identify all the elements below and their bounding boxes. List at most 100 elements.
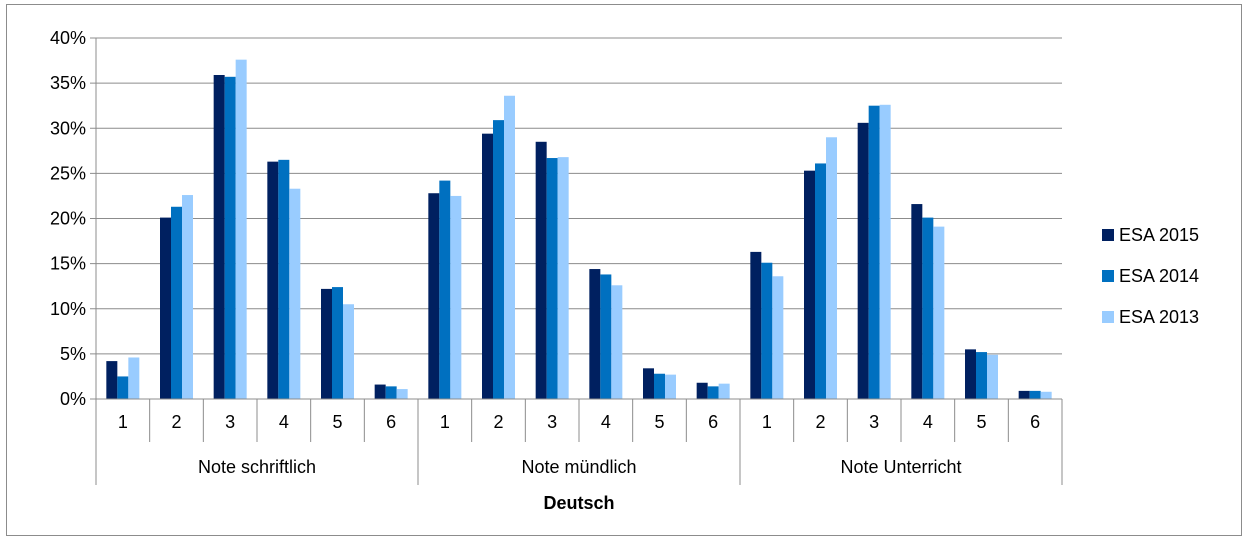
bar [933,226,945,399]
bar [278,159,290,399]
bar [289,188,301,399]
bar [965,349,976,399]
bar [804,170,815,399]
bar [696,382,708,399]
y-tick-label: 0% [60,389,86,409]
category-labels: 1 2 3 4 5 6 1 2 3 4 5 6 1 2 3 4 5 6 [118,412,1040,432]
bar [160,217,171,399]
bar [332,287,343,399]
group-label: Note schriftlich [198,457,316,477]
x-tick-label: 4 [279,412,289,432]
bar [815,163,826,399]
bar [171,206,182,399]
y-tick-label: 35% [50,73,86,93]
y-tick-labels: 0% 5% 10% 15% 20% 25% 30% 35% 40% [50,28,86,409]
bar [385,386,397,399]
bar [428,193,440,399]
x-tick-label: 2 [171,412,181,432]
legend-label: ESA 2015 [1119,225,1199,245]
bar [267,161,279,399]
bar [600,274,612,399]
bar [235,59,247,399]
x-tick-label: 1 [118,412,128,432]
bar [879,104,891,399]
y-tick-label: 15% [50,254,86,274]
bar [761,262,773,399]
bar [718,383,730,399]
bar [482,133,493,400]
bar [1018,390,1030,399]
bar [439,180,451,399]
legend: ESA 2015 ESA 2014 ESA 2013 [1102,225,1199,327]
bar [213,75,225,399]
bar [1040,391,1052,399]
bar [504,95,515,399]
legend-label: ESA 2014 [1119,266,1199,286]
y-tick-label: 25% [50,163,86,183]
bar [868,105,880,399]
chart-frame: 0% 5% 10% 15% 20% 25% 30% 35% 40% 1 2 3 4 5 6 1 2 3 4 5 6 1 2… [6,4,1242,536]
bar-chart: 0% 5% 10% 15% 20% 25% 30% 35% 40% 1 2 3 4 5 6 1 2 3 4 5 6 1 2… [50,28,1199,513]
bar [396,389,408,399]
bar [117,376,129,399]
bar [557,157,569,399]
x-tick-label: 1 [440,412,450,432]
bar [911,204,923,399]
x-tick-label: 6 [386,412,396,432]
x-tick-label: 6 [708,412,718,432]
legend-swatch [1102,311,1114,323]
x-tick-label: 3 [869,412,879,432]
bar [589,269,601,399]
x-tick-label: 5 [976,412,986,432]
x-tick-label: 4 [923,412,933,432]
bar [535,141,547,399]
bar [493,120,504,399]
y-tick-label: 10% [50,299,86,319]
bar [450,195,462,399]
group-label: Note Unterricht [840,457,961,477]
bar [750,251,762,399]
bar [611,285,623,399]
gridlines [90,37,1062,400]
bar [343,304,354,399]
bar [857,122,869,400]
bar [128,357,140,399]
x-tick-label: 6 [1030,412,1040,432]
bar [643,368,654,399]
y-tick-label: 5% [60,344,86,364]
bar [106,361,118,399]
y-tick-label: 30% [50,118,86,138]
x-tick-label: 5 [654,412,664,432]
x-tick-label: 3 [547,412,557,432]
axes [95,38,1063,485]
bar [546,158,558,399]
bar [772,276,784,399]
x-tick-label: 1 [762,412,772,432]
bar [224,76,236,400]
x-tick-label: 5 [332,412,342,432]
bar [922,217,934,399]
legend-label: ESA 2013 [1119,307,1199,327]
bar [1029,390,1041,399]
group-label: Note mündlich [521,457,636,477]
bar [182,195,193,399]
group-labels: Note schriftlich Note mündlich Note Unterr… [198,457,962,477]
x-tick-label: 3 [225,412,235,432]
bars [106,59,1052,400]
bar [976,352,987,399]
bar [826,137,837,399]
bar [707,386,719,399]
bar [374,384,386,399]
bar [665,374,676,399]
x-tick-label: 4 [601,412,611,432]
legend-swatch [1102,270,1114,282]
legend-swatch [1102,229,1114,241]
y-tick-label: 20% [50,209,86,229]
bar [987,354,998,399]
x-axis-title: Deutsch [543,493,614,513]
bar [654,373,665,399]
y-tick-label: 40% [50,28,86,48]
bar [321,288,332,399]
x-tick-label: 2 [493,412,503,432]
x-tick-label: 2 [815,412,825,432]
